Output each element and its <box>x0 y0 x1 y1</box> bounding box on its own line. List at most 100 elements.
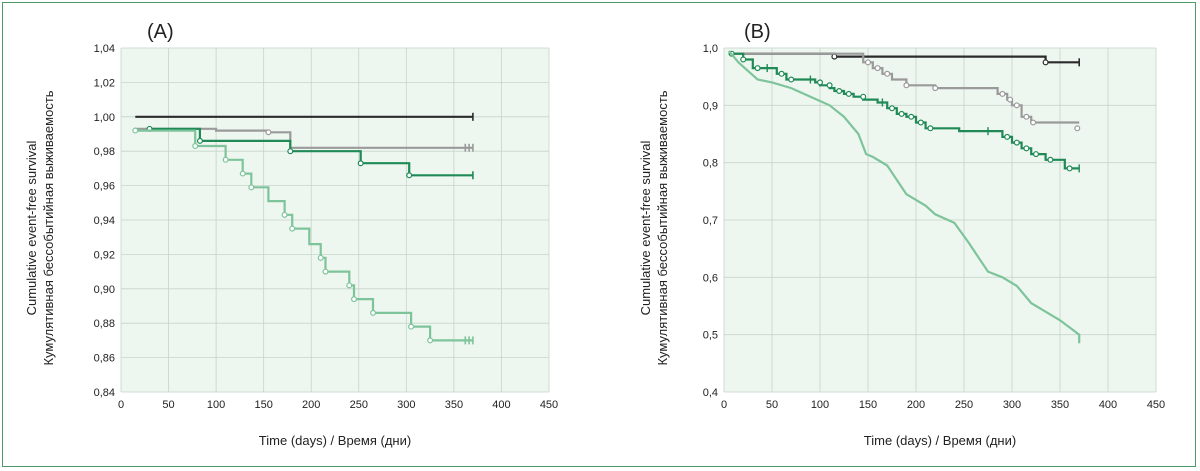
panel-b-series-2-censor-mark <box>999 90 1006 97</box>
panel-b-series-3-censor-mark <box>1013 139 1020 146</box>
panel-b-x-tick-label: 0 <box>721 399 727 411</box>
panel-b-series-2-censor-mark <box>1007 96 1014 103</box>
panel-b-x-tick-label: 350 <box>1051 399 1069 411</box>
panel-b-series-3-censor-mark <box>816 79 823 86</box>
panel-b-x-tick-label: 200 <box>907 399 925 411</box>
panel-b-series-1-censor-mark <box>1042 59 1049 66</box>
panel-b-series-3-censor-mark <box>908 113 915 120</box>
panel-a-y-tick-label: 0,88 <box>94 318 115 330</box>
panel-a-series-4-censor-mark <box>248 184 255 191</box>
panel-b-series-3-censor-mark <box>1023 145 1030 152</box>
panel-a-y-tick-label: 0,98 <box>94 146 115 158</box>
panel-b-series-2-censor-mark <box>1013 102 1020 109</box>
panel-b-x-tick-label: 400 <box>1099 399 1117 411</box>
panel-b-y-tick-label: 0,8 <box>703 158 718 170</box>
panel-a-series-3-censor-mark <box>357 160 364 167</box>
panel-a-x-tick-label: 400 <box>492 399 510 411</box>
panel-a-series-2-censor-mark <box>265 129 272 136</box>
panel-b-y-tick-label: 0,6 <box>703 272 718 284</box>
panel-a-y-tick-label: 1,02 <box>94 77 115 89</box>
panel-b-series-2-censor-mark <box>932 85 939 92</box>
panel-a-series-4-censor-mark <box>317 254 324 261</box>
panel-b-y-tick-label: 1,0 <box>703 43 718 55</box>
panel-a-series-4-censor-mark <box>351 296 358 303</box>
panel-a-x-tick-label: 50 <box>162 399 174 411</box>
panel-a-x-tick-label: 250 <box>350 399 368 411</box>
panel-a-y-tick-label: 1,00 <box>94 112 115 124</box>
panel-b-x-axis-label: Time (days) / Время (дни) <box>864 433 1016 448</box>
panel-a-series-4-censor-mark <box>427 337 434 344</box>
panel-b-grid <box>723 47 1157 393</box>
panel-b-series-2-censor-mark <box>1074 125 1081 132</box>
panel-a-series-3-censor-mark <box>406 172 413 179</box>
panel-b-series-1-censor-mark <box>831 53 838 60</box>
panel-b-series-3-censor-mark <box>1004 133 1011 140</box>
panel-b-label: (B) <box>744 21 771 43</box>
panel-b-series-3-censor-mark <box>754 65 761 72</box>
panel-a-label: (A) <box>147 21 174 43</box>
panel-b-series-3-censor-mark <box>860 93 867 100</box>
panel-b-series-2-censor-mark <box>1030 119 1037 126</box>
panel-b-x-tick-label: 300 <box>1003 399 1021 411</box>
panel-a-x-tick-label: 300 <box>397 399 415 411</box>
panel-a-series-4-censor-mark <box>289 225 296 232</box>
panel-a-series-4-censor-mark <box>346 282 353 289</box>
panel-b-series-3-censor-mark <box>778 70 785 77</box>
panel-b-series-3-censor-mark <box>888 105 895 112</box>
panel-b-y-axis-label-en: Cumulative event-free survival <box>638 140 653 315</box>
panel-b-x-tick-label: 250 <box>955 399 973 411</box>
panel-a-x-tick-label: 200 <box>302 399 320 411</box>
panel-a-series <box>132 112 474 345</box>
panel-a-x-tick-label: 100 <box>207 399 225 411</box>
panel-b-y-tick-label: 0,7 <box>703 215 718 227</box>
panel-a-y-tick-label: 0,92 <box>94 249 115 261</box>
panel-b-y-tick-label: 0,5 <box>703 330 718 342</box>
panel-a-x-tick-label: 350 <box>445 399 463 411</box>
panel-b-series-3-censor-mark <box>845 90 852 97</box>
panel-a-y-tick-label: 1,04 <box>94 43 115 55</box>
panel-a-y-tick-label: 0,96 <box>94 181 115 193</box>
panel-a-y-tick-label: 0,90 <box>94 284 115 296</box>
panel-b-x-ticks: 0 50 100 150 200 250 300 350 400 450 <box>721 399 1165 411</box>
panel-b-x-tick-label: 150 <box>859 399 877 411</box>
panel-b-y-tick-label: 0,4 <box>703 387 718 399</box>
panel-b-series-3-censor-mark <box>1066 165 1073 172</box>
panel-b-x-tick-label: 50 <box>766 399 778 411</box>
panel-a-x-axis-label: Time (days) / Время (дни) <box>259 433 411 448</box>
panel-b-series-2-censor-mark <box>884 70 891 77</box>
panel-a-x-ticks: 0 50 100 150 200 250 300 350 400 450 <box>118 399 558 411</box>
panel-a-series-4-censor-mark <box>370 309 377 316</box>
panel-a-y-tick-label: 0,94 <box>94 215 115 227</box>
panel-a-series-3-censor-mark <box>287 148 294 155</box>
panel-a-y-axis-label-en: Cumulative event-free survival <box>24 140 39 315</box>
panel-a-series-3-line <box>149 127 473 177</box>
panel-a-series-4-censor-mark <box>239 170 246 177</box>
panel-b-series-2-censor-mark <box>903 82 910 89</box>
panel-b-series-3-censor-mark <box>1047 156 1054 163</box>
panel-b-y-ticks: 0,4 0,5 0,6 0,7 0,8 0,9 1,0 <box>703 43 718 399</box>
panel-b: (B) 0,4 0,5 0,6 0,7 0,8 0,9 1,0 0 50 100 150 200 25… <box>638 21 1165 448</box>
panel-a-series-4-censor-mark <box>281 211 288 218</box>
panel-b-series <box>727 50 1081 344</box>
panel-a-y-tick-label: 0,84 <box>94 387 115 399</box>
panel-a-x-tick-label: 0 <box>118 399 124 411</box>
panel-a-series-3-censor-mark <box>196 137 203 144</box>
panel-b-series-3-censor-mark <box>917 119 924 126</box>
panel-a-y-tick-label: 0,86 <box>94 353 115 365</box>
panel-b-series-3-censor-mark <box>1032 151 1039 158</box>
panel-a-y-axis-label-ru: Кумулятивная бессобытийная выживаемость <box>41 90 56 365</box>
panel-b-x-tick-label: 100 <box>811 399 829 411</box>
panel-b-x-tick-label: 450 <box>1147 399 1165 411</box>
panel-b-series-2-censor-mark <box>1023 113 1030 120</box>
panel-a-series-4-censor-mark <box>132 127 139 134</box>
panel-b-series-3-censor-mark <box>788 76 795 83</box>
panel-b-y-tick-label: 0,9 <box>703 100 718 112</box>
panel-b-y-axis-label-ru: Кумулятивная бессобытийная выживаемость <box>655 90 670 365</box>
panel-b-series-2-censor-mark <box>864 59 871 66</box>
panel-b-series-3-censor-mark <box>927 125 934 132</box>
panel-b-series-2-censor-mark <box>874 65 881 72</box>
panel-a-series-4-censor-mark <box>222 156 229 163</box>
panel-a: (A) 0,84 0,86 0,88 0,90 0,92 0,94 0,96 0,98 1,00… <box>24 21 558 448</box>
panel-b-series-3-censor-mark <box>898 110 905 117</box>
